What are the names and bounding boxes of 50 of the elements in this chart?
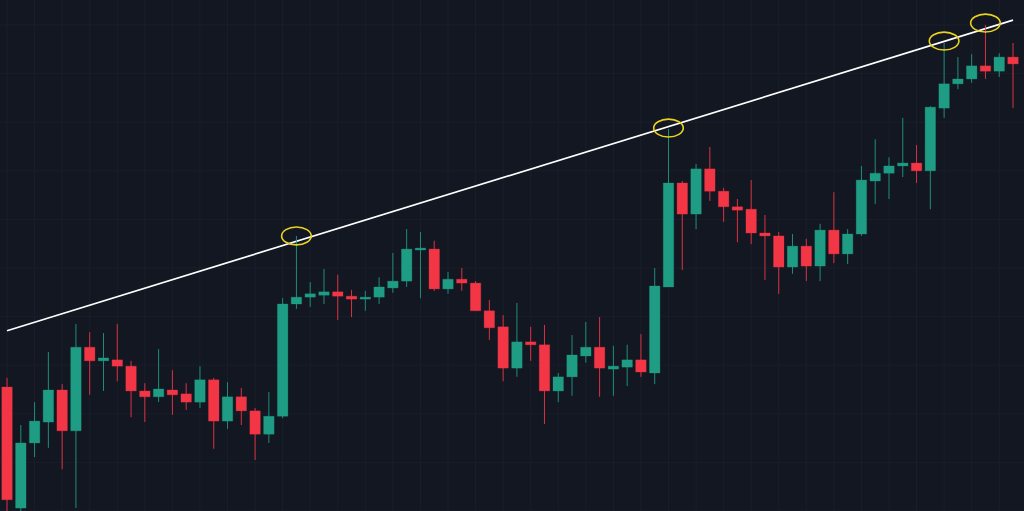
candlestick (580, 321, 592, 364)
candlestick (952, 56, 964, 90)
candlestick (911, 144, 922, 184)
candlestick (235, 387, 247, 426)
candlestick (800, 238, 812, 282)
candlestick (304, 281, 316, 308)
candlestick (869, 138, 881, 205)
candlestick (759, 214, 771, 281)
candlestick (718, 187, 730, 223)
candlestick (732, 198, 743, 243)
candlestick (897, 117, 909, 178)
candlestick (635, 333, 647, 378)
candlestick (745, 179, 757, 245)
candlestick (373, 276, 385, 305)
candlestick (387, 252, 399, 294)
candlestick (249, 407, 261, 461)
candlestick (98, 332, 109, 392)
candlestick (704, 146, 716, 202)
candlestick (842, 228, 854, 265)
candlestick (456, 267, 468, 292)
candlestick (153, 348, 164, 403)
candlestick (359, 290, 371, 312)
candlestick (332, 274, 344, 321)
candlestick (566, 334, 578, 397)
candlestick (525, 326, 537, 362)
candlestick (966, 53, 978, 84)
candlestick (552, 372, 564, 403)
candlestick (194, 365, 206, 409)
candlestick (1007, 42, 1019, 109)
candlestick (980, 24, 991, 80)
candlestick (483, 299, 495, 341)
candlestick (607, 345, 619, 397)
candlestick (180, 382, 192, 411)
candlestick (167, 369, 178, 416)
candlestick (787, 233, 798, 275)
candlestick (29, 401, 40, 458)
candlestick (594, 316, 605, 398)
candlestick (318, 268, 330, 305)
candlestick (84, 331, 96, 396)
candlestick (111, 323, 123, 382)
candlestick (291, 235, 302, 310)
candlestick (139, 382, 151, 423)
candlestick (442, 271, 454, 295)
candlestick (828, 191, 840, 264)
candlestick (263, 391, 275, 444)
candlestick (346, 289, 357, 318)
candlestick (883, 156, 895, 200)
candlestick (621, 344, 633, 387)
candlestick (415, 231, 426, 299)
candlestick (993, 52, 1005, 78)
